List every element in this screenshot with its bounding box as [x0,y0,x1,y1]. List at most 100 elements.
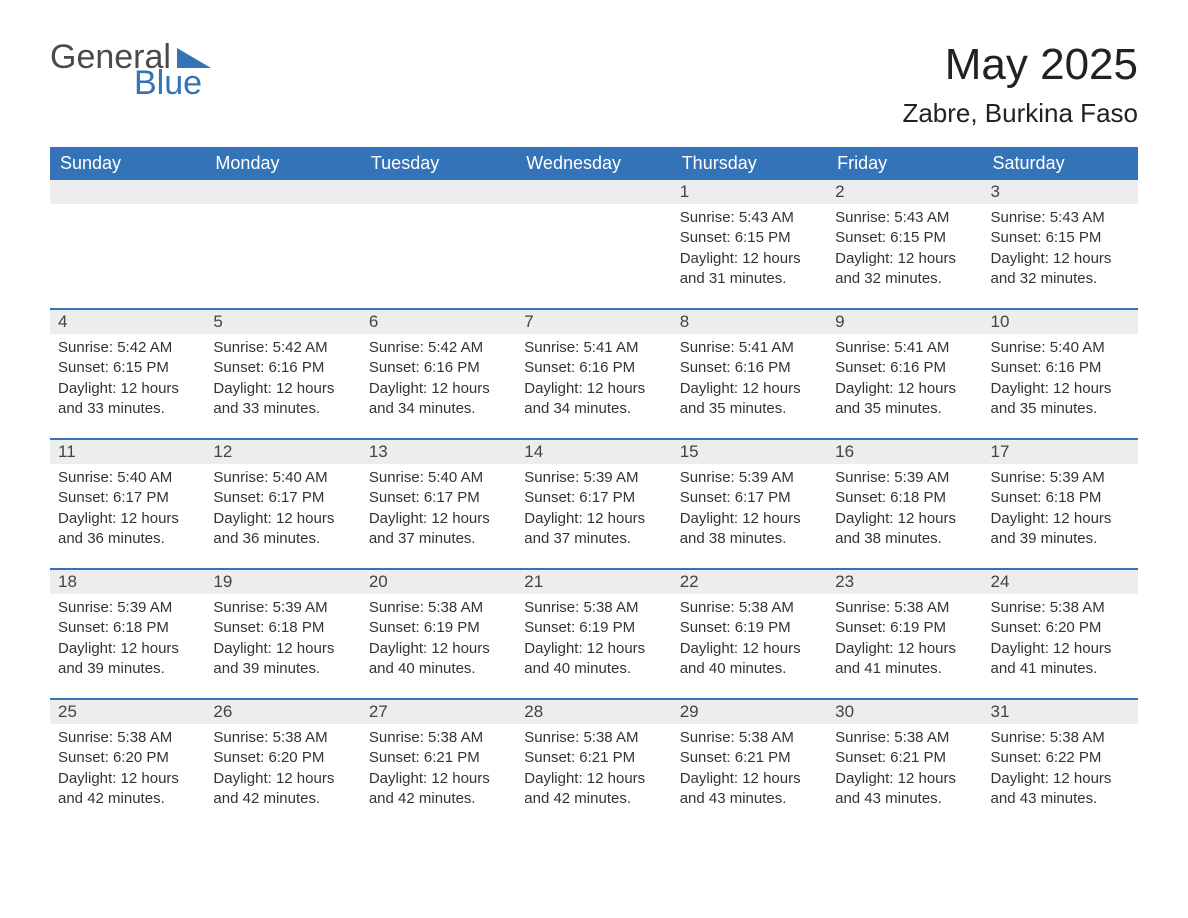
sunrise-text: Sunrise: 5:41 AM [835,338,974,358]
day-body: Sunrise: 5:39 AMSunset: 6:18 PMDaylight:… [50,594,205,689]
weekday-header: Thursday [672,147,827,180]
daylight-text: Daylight: 12 hours and 42 minutes. [58,769,197,810]
weekday-header: Tuesday [361,147,516,180]
sunset-text: Sunset: 6:21 PM [524,748,663,768]
daylight-text: Daylight: 12 hours and 34 minutes. [369,379,508,420]
sunset-text: Sunset: 6:15 PM [58,358,197,378]
day-number: 28 [516,700,671,724]
daylight-text: Daylight: 12 hours and 39 minutes. [58,639,197,680]
day-number: 6 [361,310,516,334]
sunset-text: Sunset: 6:16 PM [213,358,352,378]
weekday-header: Wednesday [516,147,671,180]
weekday-header: Sunday [50,147,205,180]
week-row: 25Sunrise: 5:38 AMSunset: 6:20 PMDayligh… [50,698,1138,828]
day-body: Sunrise: 5:39 AMSunset: 6:18 PMDaylight:… [983,464,1138,559]
day-number: 12 [205,440,360,464]
day-number: 22 [672,570,827,594]
day-body: Sunrise: 5:38 AMSunset: 6:21 PMDaylight:… [361,724,516,819]
sunrise-text: Sunrise: 5:38 AM [213,728,352,748]
sunrise-text: Sunrise: 5:40 AM [991,338,1130,358]
sunrise-text: Sunrise: 5:38 AM [835,728,974,748]
day-cell [50,180,205,308]
day-body: Sunrise: 5:39 AMSunset: 6:18 PMDaylight:… [205,594,360,689]
day-body [361,204,516,218]
day-cell: 14Sunrise: 5:39 AMSunset: 6:17 PMDayligh… [516,440,671,568]
sunrise-text: Sunrise: 5:39 AM [213,598,352,618]
day-number: 5 [205,310,360,334]
daylight-text: Daylight: 12 hours and 39 minutes. [213,639,352,680]
day-cell: 12Sunrise: 5:40 AMSunset: 6:17 PMDayligh… [205,440,360,568]
day-number: 19 [205,570,360,594]
sunset-text: Sunset: 6:16 PM [524,358,663,378]
day-body: Sunrise: 5:40 AMSunset: 6:17 PMDaylight:… [205,464,360,559]
week-row: 4Sunrise: 5:42 AMSunset: 6:15 PMDaylight… [50,308,1138,438]
sunset-text: Sunset: 6:19 PM [369,618,508,638]
sunrise-text: Sunrise: 5:38 AM [680,598,819,618]
daylight-text: Daylight: 12 hours and 38 minutes. [835,509,974,550]
daylight-text: Daylight: 12 hours and 40 minutes. [369,639,508,680]
sunrise-text: Sunrise: 5:42 AM [58,338,197,358]
sunrise-text: Sunrise: 5:40 AM [58,468,197,488]
sunset-text: Sunset: 6:15 PM [991,228,1130,248]
day-body [205,204,360,218]
sunset-text: Sunset: 6:16 PM [369,358,508,378]
day-body: Sunrise: 5:38 AMSunset: 6:21 PMDaylight:… [516,724,671,819]
day-cell: 18Sunrise: 5:39 AMSunset: 6:18 PMDayligh… [50,570,205,698]
day-body: Sunrise: 5:40 AMSunset: 6:17 PMDaylight:… [361,464,516,559]
sunrise-text: Sunrise: 5:38 AM [369,598,508,618]
daylight-text: Daylight: 12 hours and 43 minutes. [991,769,1130,810]
day-body: Sunrise: 5:42 AMSunset: 6:16 PMDaylight:… [361,334,516,429]
day-cell: 21Sunrise: 5:38 AMSunset: 6:19 PMDayligh… [516,570,671,698]
day-number: 27 [361,700,516,724]
day-cell: 27Sunrise: 5:38 AMSunset: 6:21 PMDayligh… [361,700,516,828]
sunset-text: Sunset: 6:17 PM [213,488,352,508]
day-cell: 23Sunrise: 5:38 AMSunset: 6:19 PMDayligh… [827,570,982,698]
sunrise-text: Sunrise: 5:42 AM [213,338,352,358]
day-number [205,180,360,204]
header-region: General Blue May 2025 Zabre, Burkina Fas… [50,40,1138,129]
day-number: 2 [827,180,982,204]
day-body [50,204,205,218]
day-cell: 6Sunrise: 5:42 AMSunset: 6:16 PMDaylight… [361,310,516,438]
weekday-header-row: Sunday Monday Tuesday Wednesday Thursday… [50,147,1138,180]
sunset-text: Sunset: 6:17 PM [58,488,197,508]
sunset-text: Sunset: 6:18 PM [835,488,974,508]
day-body: Sunrise: 5:38 AMSunset: 6:20 PMDaylight:… [983,594,1138,689]
day-body: Sunrise: 5:43 AMSunset: 6:15 PMDaylight:… [672,204,827,299]
day-number [516,180,671,204]
daylight-text: Daylight: 12 hours and 35 minutes. [835,379,974,420]
daylight-text: Daylight: 12 hours and 34 minutes. [524,379,663,420]
day-body: Sunrise: 5:41 AMSunset: 6:16 PMDaylight:… [672,334,827,429]
sunset-text: Sunset: 6:18 PM [991,488,1130,508]
day-cell: 30Sunrise: 5:38 AMSunset: 6:21 PMDayligh… [827,700,982,828]
daylight-text: Daylight: 12 hours and 32 minutes. [991,249,1130,290]
sunrise-text: Sunrise: 5:38 AM [991,728,1130,748]
day-cell: 28Sunrise: 5:38 AMSunset: 6:21 PMDayligh… [516,700,671,828]
day-body: Sunrise: 5:38 AMSunset: 6:19 PMDaylight:… [672,594,827,689]
day-cell: 20Sunrise: 5:38 AMSunset: 6:19 PMDayligh… [361,570,516,698]
sunset-text: Sunset: 6:16 PM [835,358,974,378]
day-number: 23 [827,570,982,594]
weekday-header: Friday [827,147,982,180]
day-body: Sunrise: 5:42 AMSunset: 6:16 PMDaylight:… [205,334,360,429]
daylight-text: Daylight: 12 hours and 41 minutes. [835,639,974,680]
day-number: 10 [983,310,1138,334]
sunset-text: Sunset: 6:17 PM [524,488,663,508]
day-body: Sunrise: 5:38 AMSunset: 6:19 PMDaylight:… [516,594,671,689]
day-number: 21 [516,570,671,594]
sunrise-text: Sunrise: 5:42 AM [369,338,508,358]
day-number: 7 [516,310,671,334]
calendar: Sunday Monday Tuesday Wednesday Thursday… [50,147,1138,828]
daylight-text: Daylight: 12 hours and 38 minutes. [680,509,819,550]
day-cell [361,180,516,308]
sunrise-text: Sunrise: 5:38 AM [991,598,1130,618]
sunset-text: Sunset: 6:19 PM [680,618,819,638]
day-body: Sunrise: 5:40 AMSunset: 6:16 PMDaylight:… [983,334,1138,429]
day-cell: 19Sunrise: 5:39 AMSunset: 6:18 PMDayligh… [205,570,360,698]
day-cell: 29Sunrise: 5:38 AMSunset: 6:21 PMDayligh… [672,700,827,828]
day-body: Sunrise: 5:43 AMSunset: 6:15 PMDaylight:… [827,204,982,299]
sunset-text: Sunset: 6:16 PM [991,358,1130,378]
day-cell: 24Sunrise: 5:38 AMSunset: 6:20 PMDayligh… [983,570,1138,698]
day-number: 30 [827,700,982,724]
weekday-header: Saturday [983,147,1138,180]
